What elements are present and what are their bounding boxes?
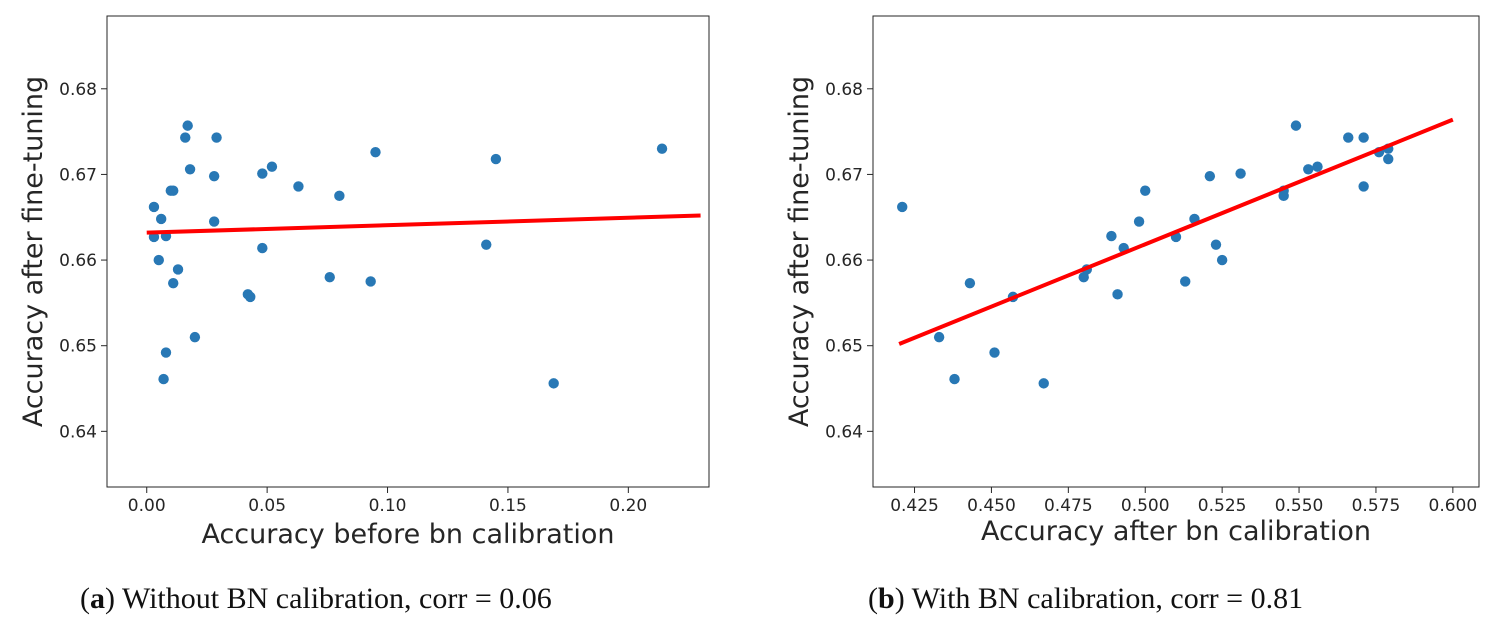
- x-tick-label: 0.425: [890, 496, 939, 516]
- scatter-point: [160, 347, 172, 358]
- y-tick-label: 0.68: [59, 80, 97, 100]
- x-tick-label: 0.525: [1198, 496, 1247, 516]
- scatter-point: [548, 378, 559, 389]
- scatter-point: [293, 181, 304, 192]
- x-tick-label: 0.00: [128, 496, 166, 516]
- scatter-point: [208, 170, 220, 182]
- x-tick-label: 0.600: [1429, 496, 1478, 516]
- scatter-point: [155, 213, 167, 225]
- scatter-point: [1133, 216, 1145, 227]
- x-axis-label: Accuracy after bn calibration: [981, 516, 1371, 547]
- scatter-point: [180, 132, 191, 143]
- scatter-point: [324, 271, 335, 283]
- plot-frame: [106, 15, 710, 488]
- x-tick-label: 0.20: [609, 496, 647, 516]
- scatter-point: [1343, 132, 1354, 143]
- scatter-point: [257, 168, 268, 179]
- caption-a-letter: a: [90, 582, 105, 615]
- scatter-point: [1290, 120, 1302, 131]
- scatter-point: [1038, 378, 1049, 389]
- scatter-point: [1358, 181, 1369, 192]
- regression-line: [898, 117, 1454, 346]
- scatter-point: [168, 185, 179, 196]
- scatter-point: [1180, 276, 1191, 287]
- y-tick-label: 0.66: [825, 251, 863, 271]
- y-tick-label: 0.65: [825, 337, 863, 357]
- scatter-point: [168, 277, 179, 289]
- y-tick-label: 0.64: [59, 422, 97, 442]
- x-tick-label: 0.05: [248, 496, 286, 516]
- scatter-point: [964, 277, 976, 289]
- scatter-plot-a: 0.00 0.05 0.10 0.15 0.20 0.64 0.65 0.66 0.67 0.68…: [18, 15, 710, 550]
- scatter-point: [148, 201, 160, 213]
- caption-a: (a) Without BN calibration, corr = 0.06: [80, 582, 552, 615]
- scatter-point: [1312, 161, 1323, 172]
- scatter-point: [211, 132, 222, 143]
- scatter-point: [266, 161, 278, 172]
- scatter-point: [1140, 185, 1151, 196]
- scatter-point: [153, 254, 164, 266]
- scatter-point: [365, 276, 376, 287]
- x-tick-label: 0.450: [967, 496, 1016, 516]
- scatter-point: [989, 347, 1000, 358]
- scatter-point: [481, 239, 492, 250]
- scatter-point: [490, 153, 502, 165]
- scatter-point: [158, 373, 169, 385]
- scatter-point: [1106, 230, 1117, 242]
- regression-line: [146, 213, 701, 235]
- scatter-point: [1112, 289, 1123, 300]
- x-tick-label: 0.550: [1275, 496, 1324, 516]
- scatter-point: [656, 143, 668, 154]
- scatter-point: [334, 190, 345, 202]
- x-axis-label: Accuracy before bn calibration: [201, 519, 614, 550]
- x-tick-label: 0.575: [1352, 496, 1401, 516]
- x-tick-label: 0.15: [489, 496, 527, 516]
- x-tick-label: 0.10: [369, 496, 407, 516]
- scatter-point: [933, 331, 945, 343]
- scatter-point: [949, 373, 960, 385]
- scatter-point: [1383, 153, 1394, 165]
- y-axis-label: Accuracy after fine-tuning: [784, 76, 815, 427]
- scatter-point: [370, 146, 381, 158]
- x-tick-label: 0.500: [1121, 496, 1170, 516]
- caption-b-letter: b: [878, 582, 895, 615]
- scatter-point: [257, 242, 268, 254]
- scatter-point: [1303, 164, 1314, 175]
- y-tick-label: 0.65: [59, 337, 97, 357]
- caption-b: (b) With BN calibration, corr = 0.81: [868, 582, 1304, 615]
- scatter-plot-b: 0.425 0.450 0.475 0.500 0.525 0.550 0.575 0.600…: [784, 15, 1480, 547]
- scatter-point: [897, 201, 908, 213]
- y-tick-label: 0.68: [825, 80, 863, 100]
- scatter-point: [1235, 168, 1246, 179]
- y-tick-label: 0.67: [825, 165, 863, 185]
- plot-frame: [872, 15, 1480, 488]
- scatter-point: [1278, 190, 1289, 202]
- scatter-point: [208, 216, 220, 227]
- scatter-point: [182, 120, 193, 131]
- y-axis-label: Accuracy after fine-tuning: [18, 76, 49, 427]
- scatter-point: [189, 331, 201, 343]
- scatter-point: [1358, 132, 1369, 143]
- scatter-point: [184, 164, 196, 175]
- caption-a-text: Without BN calibration, corr = 0.06: [121, 582, 552, 615]
- y-tick-label: 0.64: [825, 422, 863, 442]
- scatter-point: [1210, 239, 1222, 250]
- scatter-point: [1204, 170, 1216, 182]
- scatter-point: [172, 264, 184, 275]
- y-tick-label: 0.66: [59, 251, 97, 271]
- caption-b-text: With BN calibration, corr = 0.81: [911, 582, 1304, 615]
- scatter-point: [1216, 254, 1228, 266]
- scatter-point: [245, 291, 256, 303]
- x-tick-label: 0.475: [1044, 496, 1093, 516]
- y-tick-label: 0.67: [59, 165, 97, 185]
